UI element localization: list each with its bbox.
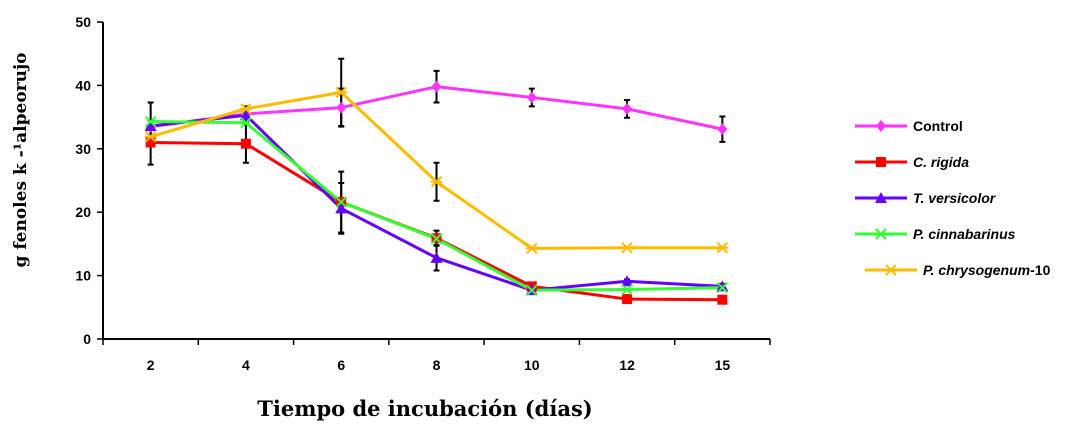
x-tick-label: 15 [715,357,731,373]
y-tick-label: 0 [83,331,91,347]
series-markers [144,80,729,305]
data-point-p-cinnabarinus [430,233,443,245]
data-point-p-cinnabarinus [526,284,538,296]
y-tick-label: 40 [75,77,91,93]
y-tick-label: 10 [75,268,91,284]
data-point-p-chrysogenum-10 [716,241,729,254]
data-point-control [717,123,728,136]
data-point-t-versicolor [239,109,252,121]
data-point-p-chrysogenum-10 [239,103,252,115]
data-point-c-rigida [240,138,251,149]
x-tick-label: 2 [147,357,155,373]
x-tick-label: 12 [619,357,635,373]
y-tick-label: 50 [75,14,91,30]
x-axis-label: Tiempo de incubación (días) [257,396,592,421]
legend-marker-p-chrysogenum-10 [885,264,897,276]
legend-label-p-cinnabarinus: P. cinnabarinus [913,226,1016,242]
x-tick-label: 8 [433,357,441,373]
legend-label-t-versicolor: T. versicolor [913,190,997,206]
data-point-p-cinnabarinus [144,115,157,128]
y-tick-label: 30 [75,141,91,157]
data-point-control [526,91,537,104]
x-axis-tick-labels: 2 4 6 8 10 12 15 [147,357,731,373]
legend-marker-c-rigida [876,157,886,167]
x-tick-label: 6 [337,357,345,373]
data-point-p-cinnabarinus [621,283,633,296]
data-point-control [622,102,633,115]
data-point-t-versicolor [144,119,157,131]
data-point-p-chrysogenum-10 [430,176,443,188]
data-point-c-rigida [717,294,728,305]
legend-label-p-chrysogenum-10: P. chrysogenum-10 [923,262,1051,278]
data-point-p-chrysogenum-10 [335,86,348,99]
chart-axes [97,21,771,345]
data-point-c-rigida [622,294,633,305]
y-axis-label: g fenoles k -¹alpeorujo [11,53,31,268]
legend-label-control: Control [913,118,963,134]
data-point-p-chrysogenum-10 [144,131,157,143]
data-point-p-chrysogenum-10 [621,241,634,254]
data-point-p-cinnabarinus [335,196,347,208]
x-tick-label: 10 [524,357,540,373]
data-point-c-rigida [145,137,156,148]
data-point-t-versicolor [716,280,729,292]
legend-marker-p-cinnabarinus [875,228,887,240]
data-point-t-versicolor [621,275,634,287]
legend-marker-control [876,120,886,132]
legend-label-c-rigida: C. rigida [913,154,969,170]
data-point-t-versicolor [430,251,443,263]
y-tick-label: 20 [75,204,91,220]
x-tick-label: 4 [242,357,250,373]
y-axis-tick-labels: 0 10 20 30 40 50 [75,14,91,347]
legend-marker-t-versicolor [875,192,887,203]
chart-legend: Control C. rigida T. versicolor P. cinnabar… [855,118,1051,278]
data-point-p-chrysogenum-10 [525,242,538,255]
data-point-p-cinnabarinus [240,117,252,129]
data-point-p-cinnabarinus [716,281,729,294]
data-point-t-versicolor [335,202,348,214]
data-point-control [336,101,347,114]
data-point-control [431,80,442,93]
